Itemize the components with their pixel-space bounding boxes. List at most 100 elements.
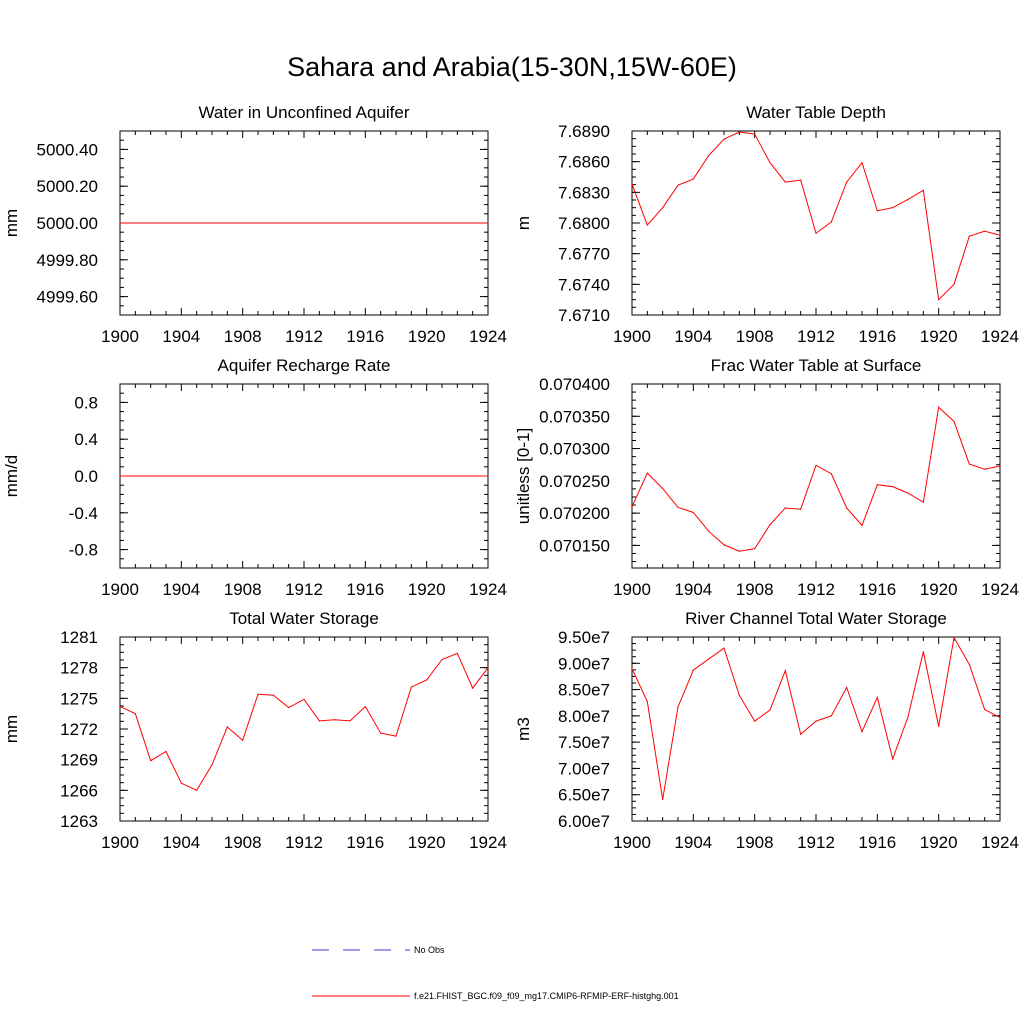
panel-4: Frac Water Table at Surface unitless [0-1… — [514, 356, 1019, 599]
y-tick-label: 0.070200 — [539, 504, 610, 523]
data-point — [165, 475, 167, 477]
data-point — [150, 475, 152, 477]
y-axis-label: mm — [2, 209, 21, 237]
x-tick-label: 1924 — [981, 580, 1019, 599]
data-point — [907, 716, 909, 718]
data-point — [472, 222, 474, 224]
y-tick-label: 0.070300 — [539, 440, 610, 459]
data-point — [380, 475, 382, 477]
data-point — [692, 511, 694, 514]
x-tick-label: 1920 — [408, 327, 446, 346]
data-point — [800, 508, 802, 510]
x-tick-label: 1924 — [981, 833, 1019, 852]
y-tick-label: 0.070150 — [539, 536, 610, 555]
x-tick-label: 1900 — [101, 327, 139, 346]
y-tick-label: 7.6710 — [558, 306, 610, 325]
x-tick-label: 1900 — [613, 833, 651, 852]
data-point — [257, 693, 259, 695]
data-point — [426, 679, 428, 681]
x-tick-label: 1908 — [736, 833, 774, 852]
figure-title: Sahara and Arabia(15-30N,15W-60E) — [287, 52, 737, 82]
plot-frame — [631, 636, 1001, 822]
y-tick-label: 0.8 — [74, 393, 98, 412]
data-point — [288, 222, 290, 224]
panel-title: Aquifer Recharge Rate — [218, 356, 391, 375]
data-point — [953, 636, 955, 639]
y-tick-label: 9.00e7 — [558, 654, 610, 673]
x-tick-label: 1904 — [162, 327, 200, 346]
data-point — [631, 506, 633, 508]
data-point — [738, 550, 740, 552]
data-point — [196, 222, 198, 224]
data-point — [410, 475, 412, 477]
data-point — [938, 725, 940, 727]
data-point — [426, 475, 428, 477]
data-point — [318, 475, 320, 477]
data-point — [349, 222, 351, 224]
data-point — [892, 486, 894, 488]
x-tick-label: 1916 — [346, 580, 384, 599]
data-point — [876, 210, 878, 212]
data-point — [677, 506, 679, 508]
data-point — [364, 475, 366, 477]
y-tick-label: 1269 — [60, 751, 98, 770]
data-point — [999, 716, 1001, 719]
data-point — [119, 222, 121, 224]
data-point — [272, 694, 274, 696]
y-tick-label: 7.6860 — [558, 153, 610, 172]
data-point — [692, 669, 694, 671]
data-point — [631, 667, 633, 670]
data-point — [487, 222, 489, 224]
y-tick-label: 8.00e7 — [558, 707, 610, 726]
data-point — [134, 222, 136, 224]
data-point — [441, 222, 443, 224]
data-point — [662, 798, 664, 801]
data-point — [242, 475, 244, 477]
data-point — [395, 222, 397, 224]
data-point — [380, 732, 382, 734]
data-point — [196, 789, 198, 791]
y-tick-label: 4999.80 — [37, 251, 98, 270]
data-point — [134, 475, 136, 477]
data-point — [876, 484, 878, 486]
data-point — [334, 475, 336, 477]
data-point — [861, 162, 863, 164]
x-tick-label: 1912 — [285, 580, 323, 599]
data-point — [226, 475, 228, 477]
y-tick-label: -0.8 — [69, 541, 98, 560]
x-tick-label: 1924 — [469, 833, 507, 852]
panel-1: Water in Unconfined Aquifer mm 1900 1904 190… — [2, 103, 507, 346]
data-point — [754, 720, 756, 722]
y-tick-label: 6.50e7 — [558, 786, 610, 805]
data-point — [119, 705, 121, 708]
data-point — [861, 731, 863, 733]
x-tick-label: 1916 — [858, 580, 896, 599]
x-tick-label: 1924 — [981, 327, 1019, 346]
data-point — [662, 487, 664, 490]
data-point — [830, 473, 832, 475]
data-point — [456, 475, 458, 477]
data-point — [754, 133, 756, 135]
data-point — [769, 524, 771, 526]
data-point — [272, 475, 274, 477]
y-tick-label: 1263 — [60, 812, 98, 831]
data-point — [677, 706, 679, 708]
data-point — [968, 235, 970, 237]
x-tick-label: 1916 — [346, 833, 384, 852]
data-point — [815, 720, 817, 722]
data-point — [196, 475, 198, 477]
panel-6: River Channel Total Water Storage m3 1900 1… — [514, 609, 1019, 852]
data-point — [784, 670, 786, 672]
data-point — [303, 475, 305, 477]
x-tick-label: 1908 — [224, 327, 262, 346]
y-tick-label: 8.50e7 — [558, 681, 610, 700]
data-point — [769, 709, 771, 711]
data-point — [938, 299, 940, 301]
x-tick-label: 1904 — [162, 833, 200, 852]
data-point — [646, 224, 648, 226]
data-point — [723, 647, 725, 649]
x-tick-label: 1904 — [674, 327, 712, 346]
data-point — [984, 230, 986, 232]
data-point — [349, 720, 351, 722]
data-point — [830, 221, 832, 223]
